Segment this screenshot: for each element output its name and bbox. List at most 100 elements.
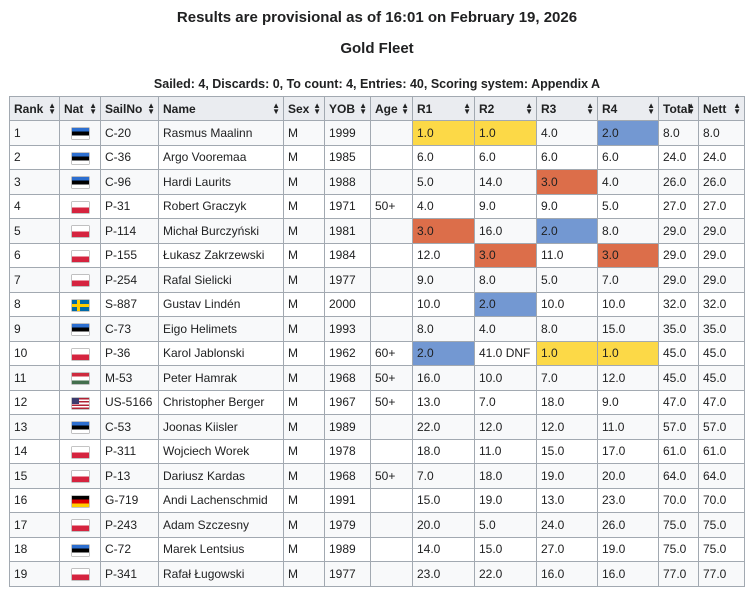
table-row: 19 P-341 Rafał Ługowski M 1977 23.0 22.0 16.0 16…: [9, 561, 745, 587]
rank-cell: 18: [9, 536, 60, 562]
column-header-r3[interactable]: R3 ▲ ▼: [536, 96, 598, 121]
yob-cell: 1985: [324, 144, 371, 170]
sort-updown-icon[interactable]: ▲ ▼: [89, 100, 97, 116]
nat-cell: [59, 291, 101, 317]
sort-updown-icon[interactable]: ▲ ▼: [48, 100, 56, 116]
column-header-label: Total: [663, 101, 691, 116]
column-header-label: R4: [602, 101, 618, 116]
sex-cell: M: [283, 169, 325, 195]
name-cell: Rasmus Maalinn: [158, 120, 284, 146]
r4-cell: 10.0: [597, 291, 659, 317]
column-header-r1[interactable]: R1 ▲ ▼: [412, 96, 475, 121]
sort-updown-icon[interactable]: ▲ ▼: [733, 100, 741, 116]
r4-cell: 2.0: [597, 120, 659, 146]
name-cell: Marek Lentsius: [158, 536, 284, 562]
r1-cell: 13.0: [412, 389, 475, 415]
table-header-row: Rank ▲ ▼ Nat ▲ ▼ SailNo ▲ ▼ Name ▲ ▼ Sex ▲ ▼ YOB ▲ ▼…: [9, 96, 745, 121]
sort-updown-icon[interactable]: ▲ ▼: [525, 100, 533, 116]
total-cell: 45.0: [658, 365, 699, 391]
name-cell: Dariusz Kardas: [158, 463, 284, 489]
age-cell: 60+: [370, 340, 413, 366]
flag-pol-icon: [71, 275, 89, 287]
sort-updown-icon[interactable]: ▲ ▼: [463, 100, 471, 116]
r1-cell: 3.0: [412, 218, 475, 244]
r2-cell: 1.0: [474, 120, 537, 146]
r1-cell: 10.0: [412, 291, 475, 317]
r4-cell: 16.0: [597, 561, 659, 587]
nat-cell: [59, 267, 101, 293]
sort-updown-icon[interactable]: ▲ ▼: [687, 100, 695, 116]
column-header-name[interactable]: Name ▲ ▼: [158, 96, 284, 121]
flag-pol-icon: [71, 569, 89, 581]
sail-cell: P-36: [100, 340, 159, 366]
table-row: 1 C-20 Rasmus Maalinn M 1999 1.0 1.0 4.0 2.0 8.0 8…: [9, 120, 745, 146]
sex-cell: M: [283, 463, 325, 489]
r2-cell: 9.0: [474, 193, 537, 219]
column-header-age[interactable]: Age ▲ ▼: [370, 96, 413, 121]
sort-updown-icon[interactable]: ▲ ▼: [401, 100, 409, 116]
column-header-yob[interactable]: YOB ▲ ▼: [324, 96, 371, 121]
flag-est-icon: [71, 422, 89, 434]
column-header-r4[interactable]: R4 ▲ ▼: [597, 96, 659, 121]
total-cell: 26.0: [658, 169, 699, 195]
yob-cell: 1989: [324, 414, 371, 440]
rank-cell: 3: [9, 169, 60, 195]
sort-updown-icon[interactable]: ▲ ▼: [359, 100, 367, 116]
r1-cell: 6.0: [412, 144, 475, 170]
sail-cell: P-311: [100, 438, 159, 464]
r2-cell: 22.0: [474, 561, 537, 587]
column-header-sex[interactable]: Sex ▲ ▼: [283, 96, 325, 121]
rank-cell: 14: [9, 438, 60, 464]
sex-cell: M: [283, 144, 325, 170]
column-header-nat[interactable]: Nat ▲ ▼: [59, 96, 101, 121]
r4-cell: 9.0: [597, 389, 659, 415]
nat-cell: [59, 536, 101, 562]
sort-updown-icon[interactable]: ▲ ▼: [586, 100, 594, 116]
total-cell: 29.0: [658, 218, 699, 244]
column-header-sailno[interactable]: SailNo ▲ ▼: [100, 96, 159, 121]
sort-updown-icon[interactable]: ▲ ▼: [147, 100, 155, 116]
r3-cell: 4.0: [536, 120, 598, 146]
column-header-total[interactable]: Total ▲ ▼: [658, 96, 699, 121]
yob-cell: 1979: [324, 512, 371, 538]
r3-cell: 27.0: [536, 536, 598, 562]
nett-cell: 29.0: [698, 242, 745, 268]
total-cell: 29.0: [658, 267, 699, 293]
r3-cell: 12.0: [536, 414, 598, 440]
table-row: 15 P-13 Dariusz Kardas M 1968 50+ 7.0 18.0 19.0 2…: [9, 463, 745, 489]
column-header-r2[interactable]: R2 ▲ ▼: [474, 96, 537, 121]
r3-cell: 10.0: [536, 291, 598, 317]
table-row: 13 C-53 Joonas Kiisler M 1989 22.0 12.0 12.0 11.…: [9, 414, 745, 440]
column-header-label: YOB: [329, 101, 356, 116]
sex-cell: M: [283, 120, 325, 146]
fleet-title: Gold Fleet: [340, 40, 414, 57]
nat-cell: [59, 487, 101, 513]
flag-pol-icon: [71, 226, 89, 238]
nett-cell: 75.0: [698, 536, 745, 562]
rank-cell: 6: [9, 242, 60, 268]
r1-cell: 1.0: [412, 120, 475, 146]
sail-cell: C-96: [100, 169, 159, 195]
sort-updown-icon[interactable]: ▲ ▼: [647, 100, 655, 116]
r4-cell: 6.0: [597, 144, 659, 170]
r4-cell: 20.0: [597, 463, 659, 489]
nett-cell: 27.0: [698, 193, 745, 219]
flag-est-icon: [71, 177, 89, 189]
r3-cell: 7.0: [536, 365, 598, 391]
total-cell: 8.0: [658, 120, 699, 146]
sex-cell: M: [283, 218, 325, 244]
yob-cell: 1999: [324, 120, 371, 146]
nett-cell: 29.0: [698, 267, 745, 293]
age-cell: [370, 536, 413, 562]
column-header-rank[interactable]: Rank ▲ ▼: [9, 96, 60, 121]
sort-updown-icon[interactable]: ▲ ▼: [313, 100, 321, 116]
table-row: 4 P-31 Robert Graczyk M 1971 50+ 4.0 9.0 9.0 5.0 2…: [9, 193, 745, 219]
table-row: 8 S-887 Gustav Lindén M 2000 10.0 2.0 10.0 10.0 3…: [9, 291, 745, 317]
nett-cell: 57.0: [698, 414, 745, 440]
rank-cell: 8: [9, 291, 60, 317]
sex-cell: M: [283, 316, 325, 342]
sort-updown-icon[interactable]: ▲ ▼: [272, 100, 280, 116]
flag-usa-icon: [71, 397, 89, 409]
r2-cell: 8.0: [474, 267, 537, 293]
column-header-nett[interactable]: Nett ▲ ▼: [698, 96, 745, 121]
